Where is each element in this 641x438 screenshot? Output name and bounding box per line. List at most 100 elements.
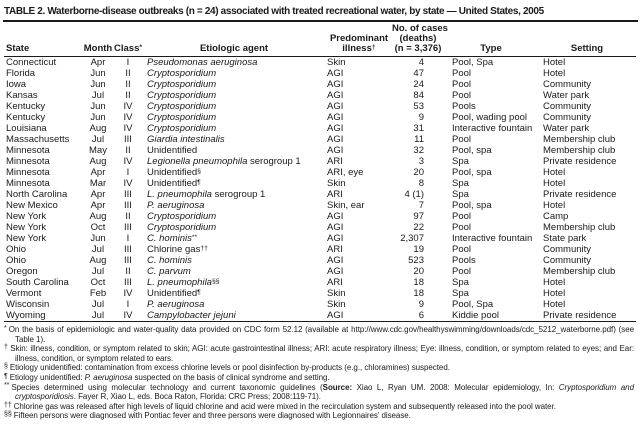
- cell-state: Kansas: [6, 90, 38, 101]
- table-row: New York Jun I C. hominis** AGI 2,307 Interact…: [4, 233, 636, 244]
- cell-setting: Community: [543, 112, 592, 123]
- cell-type: Interactive fountain: [452, 233, 533, 244]
- cell-cases: 2,307: [400, 233, 424, 244]
- cell-month: Jun: [90, 233, 106, 244]
- table-row: Oregon Jul II C. parvum AGI 20 Pool Membership …: [4, 266, 636, 277]
- footnote-marker: **: [4, 382, 10, 390]
- cell-illness: AGI: [327, 123, 344, 134]
- cell-state: Ohio: [6, 244, 27, 255]
- cell-cases: 18: [413, 288, 424, 299]
- cell-month: Aug: [89, 255, 107, 266]
- cell-cases: 24: [413, 79, 424, 90]
- cell-cases: 31: [413, 123, 424, 134]
- cell-setting: Membership club: [543, 222, 616, 233]
- cell-illness: AGI: [327, 145, 344, 156]
- column-header-setting: Setting: [538, 22, 636, 57]
- cell-type: Pool, Spa: [452, 299, 494, 310]
- cell-agent: Pseudomonas aeruginosa: [147, 57, 258, 68]
- cell-class: II: [125, 211, 131, 222]
- cell-illness: AGI: [327, 222, 344, 233]
- cell-state: Ohio: [6, 255, 27, 266]
- footnote: †† Chlorine gas was released after high l…: [4, 401, 556, 411]
- cell-agent: Cryptosporidium: [147, 79, 217, 90]
- cell-month: Apr: [90, 57, 106, 68]
- cell-class: II: [125, 68, 131, 79]
- cell-illness: ARI: [327, 189, 343, 200]
- cell-agent: C. hominis**: [147, 233, 198, 244]
- footnote: ** Species determined using molecular tec…: [4, 382, 634, 402]
- cell-agent: Unidentified§: [147, 167, 201, 178]
- cell-class: IV: [123, 310, 133, 321]
- cell-class: I: [126, 299, 130, 310]
- cell-illness: Skin: [327, 288, 346, 299]
- cell-setting: Hotel: [543, 167, 566, 178]
- table-row: Wisconsin Jul I P. aeruginosa Skin 9 Pool, Spa…: [4, 299, 636, 310]
- cell-class: III: [124, 244, 132, 255]
- cell-class: II: [125, 90, 131, 101]
- cell-type: Spa: [452, 277, 469, 288]
- cell-illness: AGI: [327, 68, 344, 79]
- cell-state: Connecticut: [6, 57, 57, 68]
- cell-month: Aug: [89, 156, 107, 167]
- cell-setting: Community: [543, 79, 592, 90]
- cell-state: New York: [6, 222, 47, 233]
- cell-setting: Water park: [543, 123, 590, 134]
- cell-type: Pool: [452, 90, 472, 101]
- cell-setting: Water park: [543, 90, 590, 101]
- cell-class: IV: [123, 101, 133, 112]
- cell-type: Pool, spa: [452, 200, 492, 211]
- cell-agent: Unidentified¶: [147, 178, 201, 189]
- cell-type: Kiddie pool: [452, 310, 500, 321]
- cell-agent: C. parvum: [147, 266, 191, 277]
- cell-agent: Cryptosporidium: [147, 123, 217, 134]
- footnote-marker: §§: [4, 411, 12, 419]
- cell-setting: Hotel: [543, 288, 566, 299]
- header-footnote-marker: *: [139, 43, 143, 51]
- table-row: Massachusetts Jul III Giardia intestinalis A…: [4, 134, 636, 145]
- cell-month: Jul: [91, 244, 105, 255]
- cell-class: IV: [123, 156, 133, 167]
- footnote: * On the basis of epidemiologic and water…: [4, 324, 634, 344]
- cell-month: Aug: [89, 123, 107, 134]
- cell-class: I: [126, 233, 130, 244]
- cell-agent: P. aeruginosa: [147, 299, 205, 310]
- cell-illness: Skin: [327, 299, 346, 310]
- table-row: Vermont Feb IV Unidentified¶ Skin 18 Spa Hotel: [4, 288, 636, 299]
- cell-month: Aug: [89, 211, 107, 222]
- column-header-month: Month: [82, 22, 114, 57]
- cell-illness: AGI: [327, 233, 344, 244]
- cell-illness: AGI: [327, 90, 344, 101]
- cell-cases: 47: [413, 68, 424, 79]
- footnote: § Etiology unidentified: contamination fr…: [4, 363, 450, 373]
- table-header-row: State Month Class* Etiologic agent Predomina…: [4, 22, 636, 57]
- footnote-marker: §: [4, 363, 8, 371]
- cell-cases: 97: [413, 211, 424, 222]
- cell-illness: AGI: [327, 112, 344, 123]
- cell-type: Pool: [452, 222, 472, 233]
- cell-cases: 53: [413, 101, 424, 112]
- table-row: Minnesota Aug IV Legionella pneumophila ser…: [4, 156, 636, 167]
- cell-agent: Campylobacter jejuni: [147, 310, 236, 321]
- cell-class: III: [124, 189, 132, 200]
- cell-type: Interactive fountain: [452, 123, 533, 134]
- cell-cases: 7: [418, 200, 424, 211]
- cell-month: Mar: [89, 178, 107, 189]
- table-row: Kentucky Jun IV Cryptosporidium AGI 53 Pools Co…: [4, 101, 636, 112]
- cell-state: Iowa: [6, 79, 27, 90]
- cell-agent: Cryptosporidium: [147, 222, 217, 233]
- cell-cases: 20: [413, 266, 424, 277]
- table-row: Iowa Jun II Cryptosporidium AGI 24 Pool Communi…: [4, 79, 636, 90]
- cell-month: Jul: [91, 266, 105, 277]
- cell-state: Wisconsin: [6, 299, 50, 310]
- cell-setting: Private residence: [543, 156, 617, 167]
- cell-cases: 18: [413, 277, 424, 288]
- cell-cases: 3: [418, 156, 424, 167]
- cell-type: Pool, wading pool: [452, 112, 527, 123]
- cell-state: New Mexico: [6, 200, 58, 211]
- cell-setting: Hotel: [543, 299, 566, 310]
- table-row: Florida Jun II Cryptosporidium AGI 47 Pool Hote…: [4, 68, 636, 79]
- cell-cases: 523: [408, 255, 424, 266]
- cell-class: IV: [123, 112, 133, 123]
- footnote-marker: *: [4, 324, 7, 332]
- cell-class: II: [125, 79, 131, 90]
